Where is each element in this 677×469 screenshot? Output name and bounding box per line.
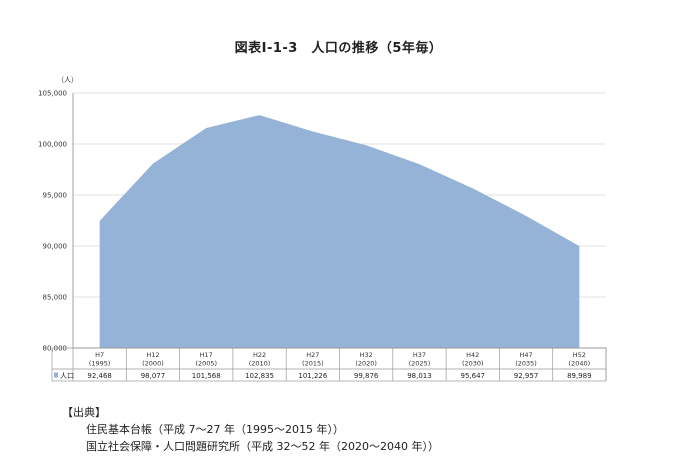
y-axis-unit-label: （人） bbox=[57, 76, 78, 84]
y-tick-label: 80,000 bbox=[43, 345, 68, 353]
source-line-2: 国立社会保障・人口問題研究所（平成 32～52 年（2020～2040 年）） bbox=[86, 440, 439, 453]
data-value-label: 101,226 bbox=[298, 372, 327, 380]
x-tick-era: H37 bbox=[413, 351, 426, 359]
x-tick-year: (2030) bbox=[462, 360, 484, 368]
x-tick-era: H32 bbox=[360, 351, 373, 359]
y-tick-label: 100,000 bbox=[38, 141, 67, 149]
x-tick-era: H22 bbox=[253, 351, 266, 359]
x-tick-era: H7 bbox=[95, 351, 104, 359]
y-tick-label: 85,000 bbox=[43, 294, 68, 302]
source-heading: 【出典】 bbox=[62, 406, 106, 419]
legend-swatch bbox=[54, 372, 58, 378]
x-tick-era: H12 bbox=[146, 351, 159, 359]
x-tick-year: (2015) bbox=[302, 360, 324, 368]
data-value-label: 95,647 bbox=[461, 372, 486, 380]
x-tick-year: (2035) bbox=[515, 360, 537, 368]
x-tick-year: (1995) bbox=[89, 360, 111, 368]
x-tick-year: (2000) bbox=[142, 360, 164, 368]
x-tick-era: H42 bbox=[466, 351, 479, 359]
x-tick-year: (2010) bbox=[249, 360, 271, 368]
data-value-label: 92,957 bbox=[514, 372, 539, 380]
area-chart: 80,000 85,000 90,000 95,000 100,000 105,000 （… bbox=[38, 76, 607, 382]
source-line-1: 住民基本台帳（平成 7～27 年（1995～2015 年）） bbox=[86, 423, 344, 436]
x-tick-era: H17 bbox=[200, 351, 213, 359]
x-tick-year: (2040) bbox=[569, 360, 591, 368]
x-tick-era: H52 bbox=[573, 351, 586, 359]
data-value-label: 98,013 bbox=[407, 372, 432, 380]
data-value-label: 92,468 bbox=[87, 372, 112, 380]
y-tick-label: 105,000 bbox=[38, 90, 67, 98]
data-value-label: 89,989 bbox=[567, 372, 592, 380]
area-layer bbox=[99, 115, 580, 348]
data-table: H7(1995) 92,468 H12(2000) 98,077 H17(2005) 10… bbox=[51, 347, 607, 382]
x-tick-year: (2020) bbox=[355, 360, 377, 368]
source-note: 【出典】 住民基本台帳（平成 7～27 年（1995～2015 年）） 国立社会… bbox=[62, 404, 439, 455]
population-area bbox=[99, 115, 580, 348]
data-value-label: 101,568 bbox=[192, 372, 221, 380]
x-tick-era: H47 bbox=[519, 351, 532, 359]
chart-title: 図表Ⅰ-1-3 人口の推移（5年毎） bbox=[234, 41, 443, 56]
x-tick-year: (2005) bbox=[195, 360, 217, 368]
y-tick-label: 90,000 bbox=[43, 243, 68, 251]
x-tick-year: (2025) bbox=[409, 360, 431, 368]
series-name-label: 人口 bbox=[60, 372, 74, 380]
data-value-label: 102,835 bbox=[245, 372, 274, 380]
x-tick-era: H27 bbox=[306, 351, 319, 359]
y-tick-label: 95,000 bbox=[43, 192, 68, 200]
y-tick-labels: 80,000 85,000 90,000 95,000 100,000 105,000 bbox=[38, 90, 67, 353]
data-value-label: 99,876 bbox=[354, 372, 379, 380]
data-value-label: 98,077 bbox=[141, 372, 166, 380]
